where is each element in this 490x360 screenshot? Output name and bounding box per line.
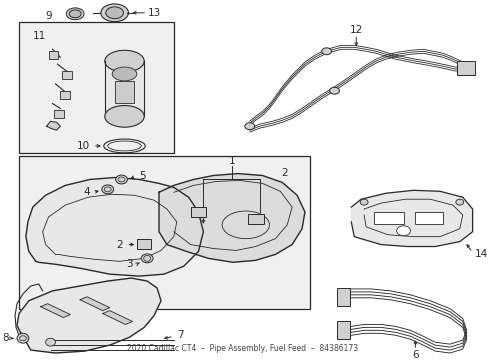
Ellipse shape [141,254,153,263]
Ellipse shape [105,105,144,127]
Bar [337,288,350,306]
Ellipse shape [330,87,340,94]
Bar [248,214,264,224]
Text: 2: 2 [281,167,288,177]
Ellipse shape [106,7,123,19]
Ellipse shape [397,226,411,236]
Ellipse shape [46,338,55,346]
Ellipse shape [101,4,128,22]
Text: 4: 4 [83,187,90,197]
Text: 3: 3 [126,259,133,269]
Bar [374,212,404,224]
Ellipse shape [245,123,255,130]
Bar [416,212,443,224]
Bar [19,156,310,309]
Polygon shape [351,190,472,247]
Text: 10: 10 [77,141,90,151]
Bar [337,321,350,339]
Text: 6: 6 [412,350,419,360]
Bar [62,71,72,79]
Bar [19,22,174,153]
Ellipse shape [69,10,81,18]
Bar [60,91,70,99]
Text: 14: 14 [475,249,488,260]
Ellipse shape [458,63,467,69]
Bar [137,239,151,248]
Text: 7: 7 [177,330,183,340]
Ellipse shape [66,8,84,20]
Ellipse shape [112,67,137,81]
Polygon shape [159,174,305,262]
Ellipse shape [102,185,114,194]
Text: 12: 12 [350,24,363,35]
Ellipse shape [456,199,464,205]
Ellipse shape [105,50,144,72]
Text: 8: 8 [2,333,9,343]
Text: 5: 5 [139,171,146,180]
Text: 13: 13 [147,8,161,18]
Ellipse shape [17,333,29,343]
Bar [191,207,206,217]
Text: 2020 Cadillac CT4  –  Pipe Assembly, Fuel Feed  –  84386173: 2020 Cadillac CT4 – Pipe Assembly, Fuel … [127,344,358,353]
Polygon shape [17,278,161,353]
Polygon shape [80,297,110,311]
Polygon shape [105,61,144,116]
Polygon shape [41,304,70,318]
Bar [115,81,134,103]
Bar [49,51,58,59]
Bar [457,61,475,75]
Polygon shape [26,177,203,276]
Ellipse shape [116,175,127,184]
Text: 1: 1 [229,156,235,166]
Text: 9: 9 [45,11,52,21]
Bar [54,111,64,118]
Polygon shape [103,311,132,324]
Text: 2: 2 [116,239,123,249]
Polygon shape [47,121,60,130]
Ellipse shape [360,199,368,205]
Text: 11: 11 [33,31,46,41]
Ellipse shape [322,48,332,55]
